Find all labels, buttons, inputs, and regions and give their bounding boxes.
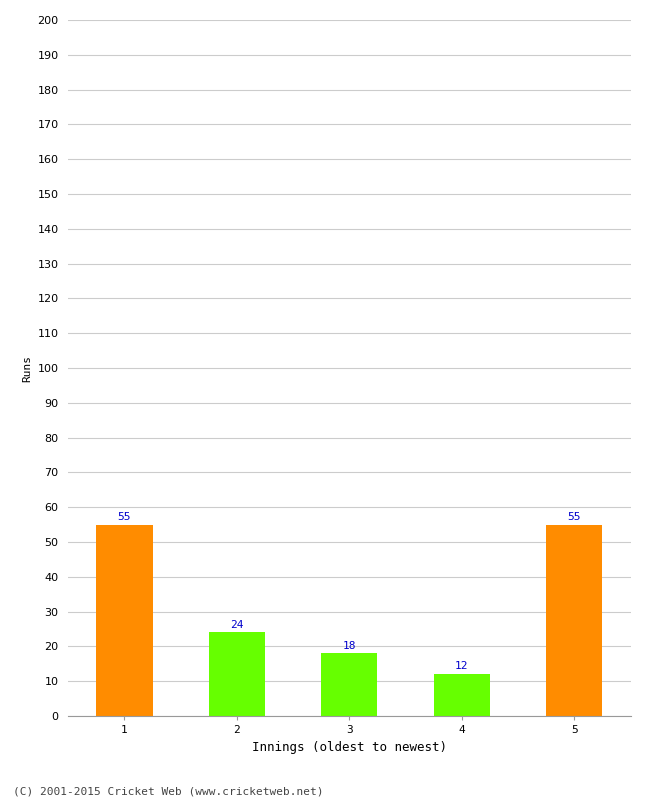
- Bar: [209, 633, 265, 716]
- Text: (C) 2001-2015 Cricket Web (www.cricketweb.net): (C) 2001-2015 Cricket Web (www.cricketwe…: [13, 786, 324, 796]
- Text: 55: 55: [118, 512, 131, 522]
- X-axis label: Innings (oldest to newest): Innings (oldest to newest): [252, 741, 447, 754]
- Text: 18: 18: [343, 641, 356, 650]
- Bar: [321, 654, 378, 716]
- Text: 12: 12: [455, 662, 469, 671]
- Y-axis label: Runs: Runs: [22, 354, 32, 382]
- Bar: [546, 525, 603, 716]
- Bar: [96, 525, 153, 716]
- Text: 24: 24: [230, 620, 244, 630]
- Text: 55: 55: [567, 512, 581, 522]
- Bar: [434, 674, 490, 716]
